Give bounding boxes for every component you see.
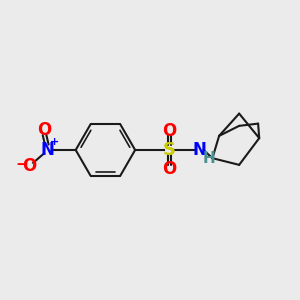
Text: O: O	[162, 122, 176, 140]
Text: O: O	[22, 157, 37, 175]
Text: O: O	[162, 160, 176, 178]
Text: N: N	[40, 141, 54, 159]
Text: H: H	[202, 152, 215, 166]
Text: S: S	[163, 141, 176, 159]
Text: +: +	[50, 137, 59, 147]
Text: N: N	[192, 141, 206, 159]
Text: −: −	[15, 158, 28, 172]
Text: O: O	[38, 121, 52, 139]
